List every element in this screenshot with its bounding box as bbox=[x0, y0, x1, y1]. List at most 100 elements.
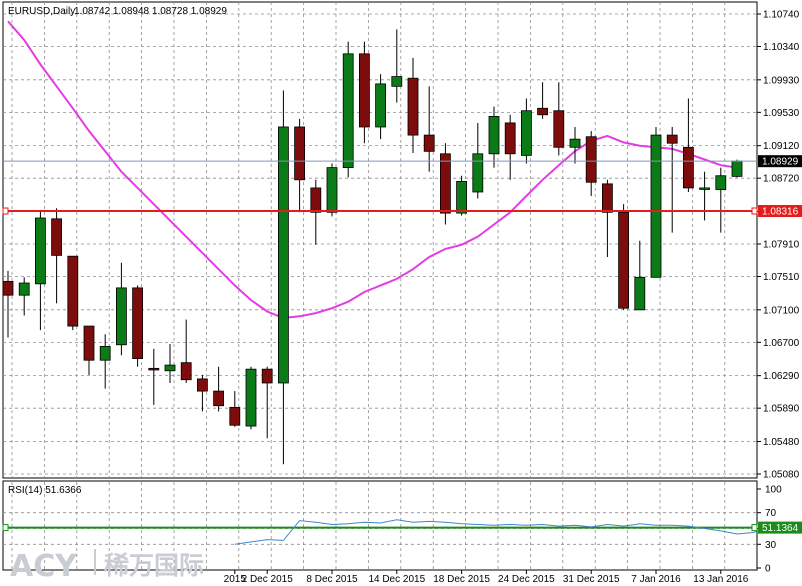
candle-body bbox=[277, 126, 289, 384]
price-tick-label: 1.09930 bbox=[763, 75, 800, 86]
bearish-candle bbox=[602, 179, 613, 258]
candle-body bbox=[553, 110, 565, 148]
candle-body bbox=[116, 287, 127, 346]
support-price-tag-label: 1.08316 bbox=[762, 207, 799, 218]
bearish-candle bbox=[261, 366, 273, 439]
candle-body bbox=[602, 183, 613, 213]
candle-body bbox=[67, 255, 79, 327]
bearish-candle bbox=[213, 366, 225, 412]
candle-body bbox=[715, 175, 727, 190]
price-tick-label: 1.08720 bbox=[763, 174, 800, 185]
candle-body bbox=[521, 110, 532, 156]
main-panel-frame bbox=[2, 1, 758, 479]
price-tick-label: 1.09530 bbox=[763, 108, 800, 119]
candle-body bbox=[180, 362, 192, 381]
bullish-candle bbox=[456, 175, 468, 216]
support-line-anchor-left bbox=[2, 207, 9, 215]
time-tick-label: 2 Dec 2015 bbox=[242, 574, 294, 585]
bullish-candle bbox=[488, 106, 500, 168]
moving-average-layer bbox=[7, 20, 738, 320]
bearish-candle bbox=[585, 131, 597, 197]
bearish-candle bbox=[294, 118, 306, 213]
bearish-candle bbox=[618, 204, 629, 310]
price-tick-label: 1.07910 bbox=[763, 240, 800, 251]
candle-body bbox=[472, 153, 484, 193]
candle-body bbox=[683, 146, 694, 189]
price-tick-label: 1.06700 bbox=[763, 338, 800, 349]
candle-body bbox=[164, 364, 176, 372]
candle-body bbox=[245, 368, 257, 427]
time-tick-label: 7 Jan 2016 bbox=[631, 574, 681, 585]
time-tick-label: 24 Dec 2015 bbox=[498, 574, 555, 585]
bullish-candle bbox=[116, 262, 127, 356]
bullish-candle bbox=[650, 126, 662, 278]
time-tick-label: 13 Jan 2016 bbox=[693, 574, 748, 585]
candle-body bbox=[391, 76, 403, 87]
watermark-brand: ACY bbox=[10, 549, 78, 584]
candle-body bbox=[2, 280, 14, 296]
support-price-tag bbox=[758, 205, 802, 218]
bearish-candle bbox=[407, 57, 419, 153]
candle-body bbox=[537, 107, 548, 116]
watermark-divider bbox=[94, 549, 96, 575]
candle-body bbox=[83, 325, 95, 361]
candle-body bbox=[148, 367, 160, 371]
candle-body bbox=[456, 181, 468, 214]
candle-body bbox=[35, 217, 46, 285]
candle-body bbox=[342, 53, 354, 169]
bullish-candle bbox=[35, 209, 46, 331]
candle-body bbox=[261, 368, 273, 384]
candle-body bbox=[731, 160, 743, 177]
ohlc-header: 1.08742 1.08948 1.08728 1.08929 bbox=[74, 6, 227, 17]
bearish-candle bbox=[666, 126, 678, 233]
current-price-price-tag bbox=[758, 155, 802, 168]
candle-body bbox=[358, 53, 370, 128]
price-tick-label: 1.09120 bbox=[763, 141, 800, 152]
main-price-panel: 1.10740 1.10340 1.09930 1.09530 1.09120 1.087… bbox=[2, 1, 802, 481]
price-tick-label: 1.06290 bbox=[763, 371, 800, 382]
candle-body bbox=[229, 406, 241, 426]
bearish-candle bbox=[2, 270, 14, 338]
rsi-level-anchor-left bbox=[2, 524, 9, 532]
rsi-tick-label: 100 bbox=[765, 485, 782, 496]
bullish-candle bbox=[699, 171, 710, 221]
rsi-grid bbox=[3, 482, 757, 569]
bullish-candle bbox=[375, 74, 387, 140]
candle-body bbox=[310, 187, 322, 213]
bullish-candle bbox=[326, 163, 338, 217]
rsi-level-anchor-right bbox=[751, 524, 758, 532]
bearish-candle bbox=[537, 82, 548, 119]
support-line-anchor-right bbox=[751, 207, 758, 215]
rsi-line-layer: 51.1364 bbox=[2, 519, 802, 545]
rsi-title: RSI(14) 51.6366 bbox=[8, 485, 82, 496]
candle-body bbox=[213, 390, 225, 407]
candle-body bbox=[650, 134, 662, 278]
rsi-tick-label: 30 bbox=[765, 540, 777, 551]
bullish-candle bbox=[245, 366, 257, 430]
bearish-candle bbox=[132, 285, 144, 367]
watermark-cn: 稀万国际 bbox=[104, 551, 204, 580]
bearish-candle bbox=[180, 319, 192, 383]
candle-body bbox=[196, 378, 208, 392]
candle-body bbox=[699, 187, 710, 190]
time-tick-label: 31 Dec 2015 bbox=[563, 574, 620, 585]
bearish-candle bbox=[196, 374, 208, 412]
candle-body bbox=[51, 218, 62, 256]
bullish-candle bbox=[277, 90, 289, 465]
bearish-candle bbox=[67, 255, 79, 331]
acy-watermark: ACY 稀万国际 bbox=[10, 549, 204, 584]
candle-body bbox=[423, 134, 435, 152]
price-tick-label: 1.07510 bbox=[763, 272, 800, 283]
bullish-candle bbox=[18, 277, 30, 316]
bullish-candle bbox=[731, 159, 743, 178]
price-tick-label: 1.05890 bbox=[763, 404, 800, 415]
bearish-candle bbox=[358, 41, 370, 144]
bearish-candle bbox=[51, 208, 62, 304]
candle-body bbox=[99, 346, 111, 361]
price-tick-label: 1.10740 bbox=[763, 10, 800, 21]
price-tick-label: 1.05480 bbox=[763, 437, 800, 448]
price-tick-label: 1.05080 bbox=[763, 470, 800, 481]
current-price-price-tag-label: 1.08929 bbox=[762, 157, 799, 168]
bearish-candle bbox=[310, 179, 322, 245]
